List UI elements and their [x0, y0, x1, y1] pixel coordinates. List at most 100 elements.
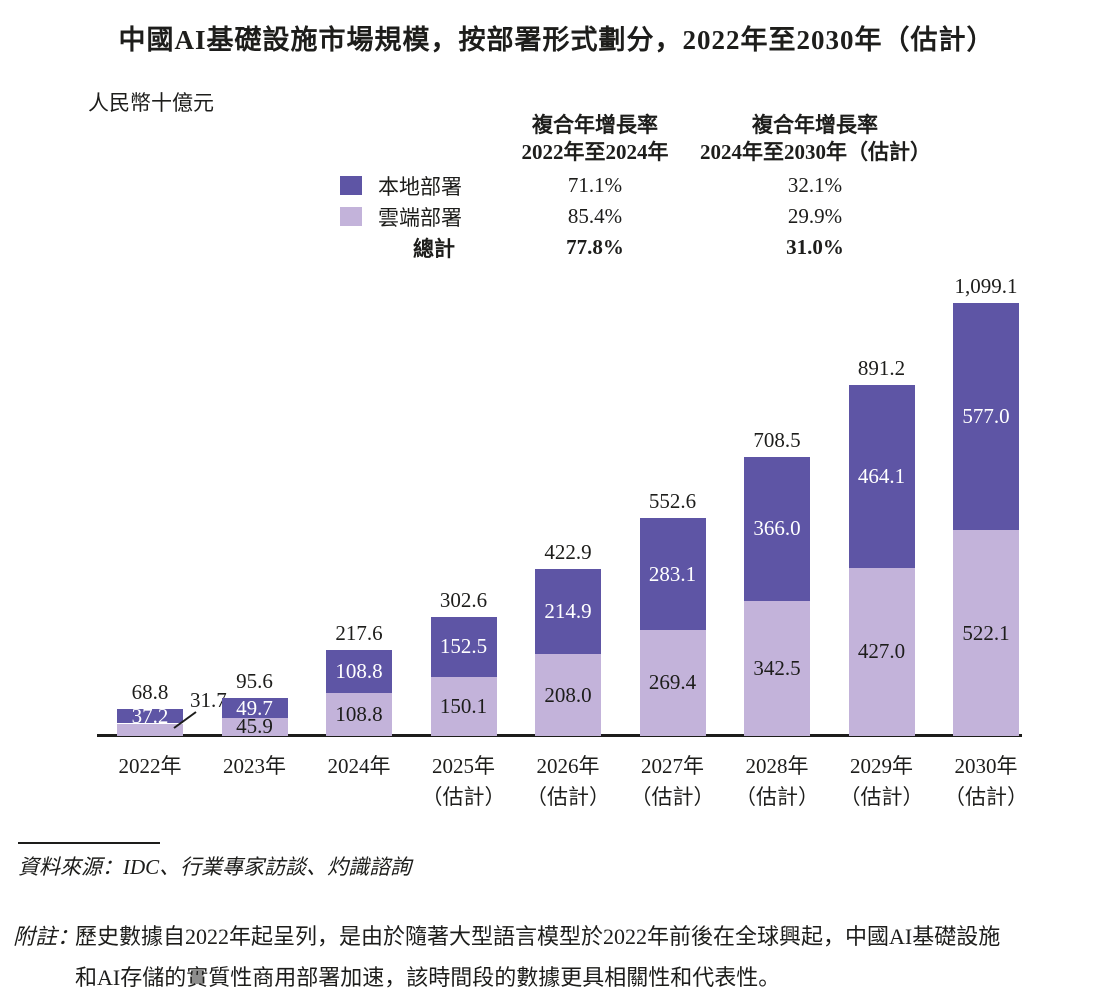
- x-axis-label-line: （估計）: [944, 785, 1028, 809]
- bar-segment-cloud: 522.1: [953, 530, 1019, 736]
- x-axis-label-line: （估計）: [421, 785, 506, 809]
- bar-segment-cloud: 150.1: [430, 676, 497, 736]
- bar-segment-cloud: 208.0: [535, 654, 601, 736]
- note-line-1: 歷史數據自2022年起呈列，是由於隨著大型語言模型於2022年前後在全球興起，中…: [75, 924, 1001, 949]
- cagr-value-1: 71.1%: [567, 173, 623, 197]
- x-axis-label: 2029年 （估計）: [822, 751, 942, 813]
- cagr-label-cell: 總計: [340, 233, 490, 263]
- bar-segment-local: 214.9: [535, 569, 601, 655]
- note-label: 附註：: [13, 924, 80, 949]
- cagr-header-2022-2024: 複合年增長率 2022年至2024年: [490, 112, 700, 166]
- cagr-header-line: 複合年增長率: [752, 113, 878, 137]
- bar-segment-local: 152.5: [430, 616, 497, 677]
- cagr-label-cell: 本地部署: [340, 171, 490, 201]
- bar-value-local: 214.9: [544, 599, 592, 624]
- bar-value-cloud: 208.0: [544, 682, 592, 707]
- x-axis-label: 2030年 （估計）: [926, 751, 1046, 813]
- cagr-header-row: 複合年增長率 2022年至2024年 複合年增長率 2024年至2030年（估計…: [340, 112, 932, 166]
- bar-value-cloud: 427.0: [857, 639, 906, 664]
- bar-total-label: 217.6: [335, 621, 383, 646]
- bar-value-cloud: 45.9: [236, 714, 273, 739]
- x-axis-label: 2025年 （估計）: [404, 751, 524, 813]
- x-axis-label-line: 2024年: [327, 754, 391, 778]
- x-axis-label: 2028年 （估計）: [717, 751, 837, 813]
- legend-cagr-table: 複合年增長率 2022年至2024年 複合年增長率 2024年至2030年（估計…: [340, 112, 932, 263]
- bar-segment-cloud: [117, 723, 183, 736]
- bar-segment-local: 108.8: [326, 650, 392, 694]
- bar-value-cloud-callout: 31.7: [190, 687, 227, 712]
- bar-value-local: 37.2: [131, 703, 169, 728]
- bar-value-cloud: 150.1: [439, 693, 488, 718]
- x-axis-label: 2024年: [299, 751, 419, 782]
- bar-total-label: 422.9: [544, 540, 592, 565]
- cagr-row-雲端部署: 雲端部署 85.4% 29.9%: [340, 201, 930, 232]
- bar-value-local: 108.8: [335, 659, 383, 684]
- bar-segment-local: 366.0: [744, 456, 810, 602]
- bar-total-label: 68.8: [131, 679, 169, 704]
- bar-value-local: 283.1: [648, 561, 697, 586]
- page-title: 中國AI基礎設施市場規模，按部署形式劃分，2022年至2030年（估計）: [118, 25, 995, 55]
- bar-value-cloud: 342.5: [753, 656, 801, 681]
- bar-segment-local: 577.0: [953, 303, 1019, 531]
- bar-segment-local: 49.7: [221, 695, 288, 720]
- cagr-value-2: 29.9%: [787, 204, 843, 228]
- x-axis-label-line: 2023年: [223, 754, 286, 778]
- legend-label: 本地部署: [378, 174, 462, 199]
- x-axis-label-line: （估計）: [630, 785, 715, 809]
- legend-swatch-雲端部署: [340, 207, 362, 226]
- bar-segment-cloud: 342.5: [744, 601, 810, 736]
- bar-total-label: 95.6: [236, 669, 273, 694]
- x-axis-label-line: 2028年: [745, 754, 809, 778]
- x-axis-label-line: 2027年: [641, 754, 704, 778]
- bar-segment-cloud: 269.4: [639, 629, 706, 736]
- bar-total-label: 1,099.1: [954, 274, 1018, 298]
- bar-segment-cloud: 45.9: [221, 714, 288, 739]
- cagr-header-line: 2022年至2024年: [521, 140, 669, 164]
- cagr-value-2: 32.1%: [787, 173, 843, 197]
- cagr-header-2024-2030: 複合年增長率 2024年至2030年（估計）: [700, 112, 931, 166]
- bar-value-cloud: 108.8: [335, 702, 383, 727]
- x-axis-label-line: （估計）: [839, 785, 924, 809]
- bar-value-local: 152.5: [439, 634, 488, 659]
- bar-segment-cloud: 108.8: [326, 693, 392, 736]
- source-text: 資料來源：IDC、行業專家訪談、灼識諮詢: [18, 855, 412, 879]
- x-axis-label: 2026年 （估計）: [508, 751, 628, 813]
- bar-segment-local: 464.1: [848, 384, 915, 568]
- x-axis-label-line: 2029年: [850, 754, 913, 778]
- bar-segment-local: 283.1: [639, 518, 706, 630]
- cagr-value-2: 31.0%: [786, 235, 844, 259]
- source-divider: [18, 842, 160, 844]
- cagr-value-1: 85.4%: [567, 204, 623, 228]
- bar-value-cloud: 522.1: [962, 620, 1010, 645]
- x-axis-label-line: 2022年: [118, 754, 182, 778]
- note-line-2: 和AI存儲的實質性商用部署加速，該時間段的數據更具相關性和代表性。: [75, 965, 781, 990]
- legend-swatch-本地部署: [340, 176, 362, 195]
- cagr-header-line: 2024年至2030年（估計）: [700, 140, 931, 164]
- bar-value-local: 464.1: [857, 463, 906, 488]
- cagr-header-line: 複合年增長率: [532, 113, 658, 137]
- bar-total-label: 891.2: [857, 355, 906, 380]
- cagr-row-本地部署: 本地部署 71.1% 32.1%: [340, 170, 930, 201]
- bar-total-label: 708.5: [753, 427, 801, 452]
- callout-leader-line: [173, 711, 197, 729]
- x-axis-label: 2027年 （估計）: [613, 751, 733, 813]
- x-axis-label-line: （估計）: [526, 785, 610, 809]
- bar-total-label: 552.6: [648, 489, 697, 514]
- cagr-value-1: 77.8%: [566, 235, 624, 259]
- bar-value-cloud: 269.4: [648, 670, 697, 695]
- bar-value-local: 49.7: [236, 695, 273, 720]
- bar-segment-local: 37.2: [117, 703, 183, 728]
- x-axis-label-line: 2030年: [954, 754, 1018, 778]
- x-axis-label: 2023年: [195, 751, 315, 782]
- cagr-row-總計: 總計 77.8% 31.0%: [340, 232, 930, 263]
- legend-label: 總計: [413, 236, 455, 261]
- cagr-label-cell: 雲端部署: [340, 202, 490, 232]
- cagr-rows: 本地部署 71.1% 32.1% 雲端部署 85.4% 29.9% 總計 77.8% 31.0%: [340, 170, 930, 263]
- bar-segment-cloud: 427.0: [848, 567, 915, 736]
- y-axis-unit-label: 人民幣十億元: [88, 91, 214, 115]
- x-axis-label-line: 2025年: [432, 754, 495, 778]
- legend-label: 雲端部署: [378, 205, 462, 230]
- bar-total-label: 302.6: [439, 587, 488, 612]
- x-axis-label-line: （估計）: [735, 785, 819, 809]
